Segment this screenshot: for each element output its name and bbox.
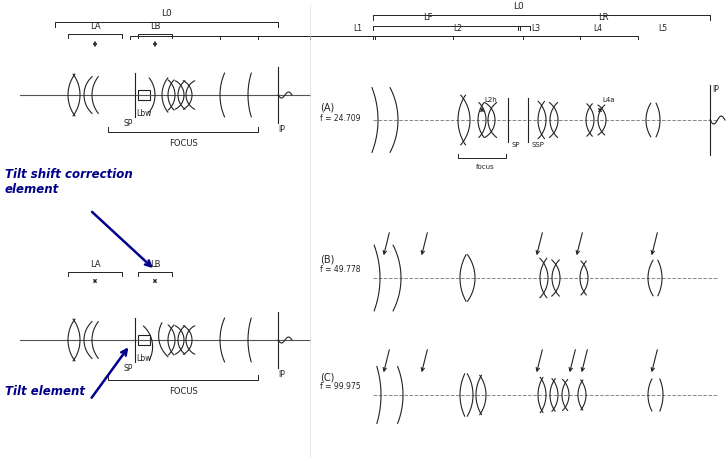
Text: L5: L5 xyxy=(658,24,668,33)
Text: LA: LA xyxy=(90,22,100,31)
Text: FOCUS: FOCUS xyxy=(169,139,197,148)
Text: LB: LB xyxy=(150,260,160,269)
Text: LF: LF xyxy=(423,13,432,22)
Text: Tilt element: Tilt element xyxy=(5,385,85,398)
Text: L1: L1 xyxy=(354,24,363,33)
Text: L3: L3 xyxy=(531,24,541,33)
Bar xyxy=(138,90,150,100)
Text: (C): (C) xyxy=(320,372,334,382)
Text: Lbw: Lbw xyxy=(136,109,151,118)
Text: SP: SP xyxy=(511,142,520,148)
Text: L4a: L4a xyxy=(602,97,614,103)
Text: f = 49.778: f = 49.778 xyxy=(320,265,360,274)
Text: IP: IP xyxy=(278,370,285,379)
Text: element: element xyxy=(5,183,59,196)
Text: Lbw: Lbw xyxy=(136,354,151,363)
Text: Tilt shift correction: Tilt shift correction xyxy=(5,168,132,181)
Text: FOCUS: FOCUS xyxy=(169,387,197,396)
Text: IP: IP xyxy=(712,85,719,94)
Text: focus: focus xyxy=(475,164,494,170)
Text: LR: LR xyxy=(598,13,609,22)
Text: L2: L2 xyxy=(454,24,462,33)
Text: f = 24.709: f = 24.709 xyxy=(320,114,360,123)
Text: LA: LA xyxy=(90,260,100,269)
Text: L4: L4 xyxy=(593,24,603,33)
Text: LB: LB xyxy=(150,22,160,31)
Text: SP: SP xyxy=(124,119,133,128)
Text: f = 99.975: f = 99.975 xyxy=(320,382,360,391)
Text: SSP: SSP xyxy=(531,142,544,148)
Bar xyxy=(138,335,150,345)
Text: IP: IP xyxy=(278,125,285,134)
Text: L0: L0 xyxy=(161,9,171,18)
Text: L2h: L2h xyxy=(484,97,496,103)
Text: L0: L0 xyxy=(513,2,523,11)
Text: (B): (B) xyxy=(320,255,334,265)
Text: SP: SP xyxy=(124,364,133,373)
Text: (A): (A) xyxy=(320,103,334,113)
